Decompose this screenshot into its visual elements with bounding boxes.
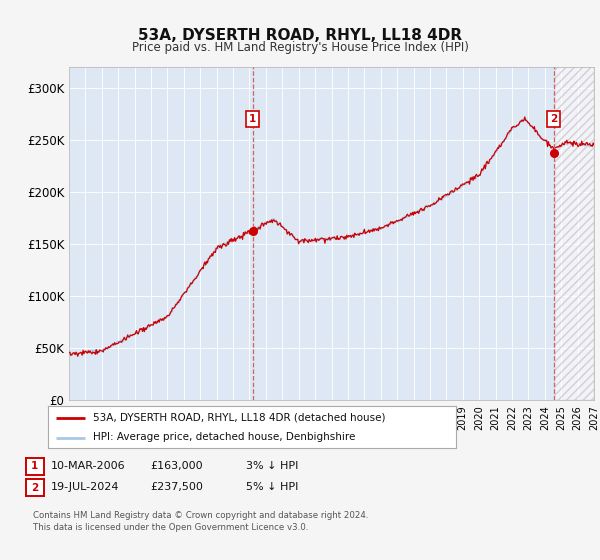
Text: £237,500: £237,500 (150, 482, 203, 492)
Text: 1: 1 (249, 114, 256, 124)
Text: 19-JUL-2024: 19-JUL-2024 (51, 482, 119, 492)
Text: 3% ↓ HPI: 3% ↓ HPI (246, 461, 298, 471)
Text: 10-MAR-2006: 10-MAR-2006 (51, 461, 125, 471)
Text: 2: 2 (31, 483, 38, 493)
Text: HPI: Average price, detached house, Denbighshire: HPI: Average price, detached house, Denb… (93, 432, 355, 442)
Text: 53A, DYSERTH ROAD, RHYL, LL18 4DR (detached house): 53A, DYSERTH ROAD, RHYL, LL18 4DR (detac… (93, 413, 385, 423)
Text: 1: 1 (31, 461, 38, 472)
Text: Contains HM Land Registry data © Crown copyright and database right 2024.
This d: Contains HM Land Registry data © Crown c… (33, 511, 368, 532)
Text: Price paid vs. HM Land Registry's House Price Index (HPI): Price paid vs. HM Land Registry's House … (131, 41, 469, 54)
Text: £163,000: £163,000 (150, 461, 203, 471)
Bar (554, 67, 594, 400)
Text: 5% ↓ HPI: 5% ↓ HPI (246, 482, 298, 492)
Text: 53A, DYSERTH ROAD, RHYL, LL18 4DR: 53A, DYSERTH ROAD, RHYL, LL18 4DR (138, 28, 462, 43)
Text: 2: 2 (550, 114, 557, 124)
